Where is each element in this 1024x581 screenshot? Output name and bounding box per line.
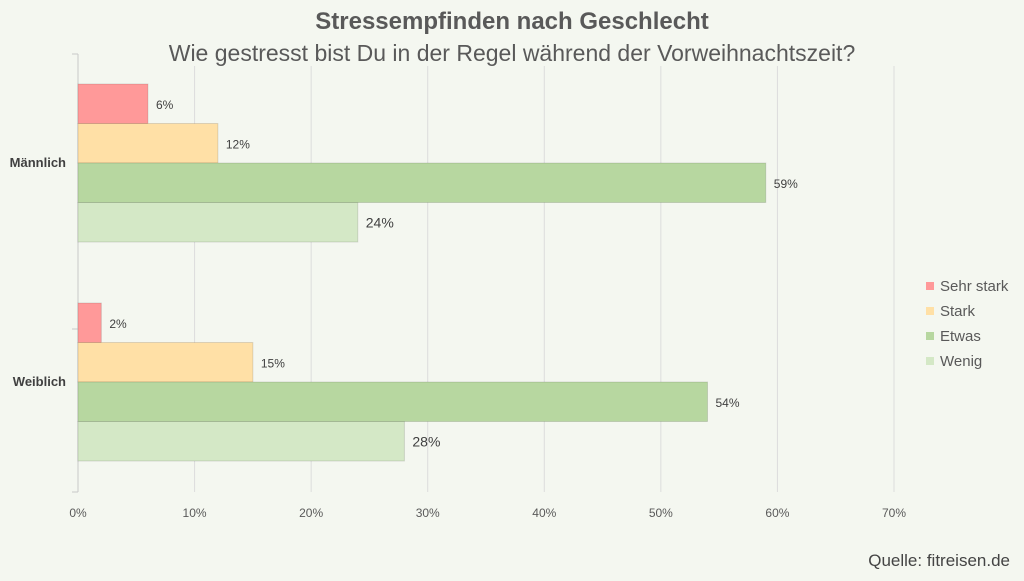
x-tick-label: 60% [765,506,789,520]
data-label: 54% [715,396,739,410]
x-tick-label: 40% [532,506,556,520]
legend-label: Wenig [940,353,982,370]
bar [77,123,219,164]
x-tick-label: 20% [299,506,323,520]
x-tick-label: 30% [416,506,440,520]
legend-swatch [926,307,934,315]
chart-subtitle: Wie gestresst bist Du in der Regel währe… [168,40,856,66]
legend-label: Sehr stark [940,278,1009,295]
data-label: 24% [366,214,394,230]
x-tick-label: 0% [69,506,87,520]
source-note: Quelle: fitreisen.de [868,551,1010,570]
data-label: 15% [261,356,285,370]
data-label: 2% [109,317,127,331]
category-label: Weiblich [13,374,66,389]
data-label: 59% [774,177,798,191]
legend-swatch [926,332,934,340]
chart-title: Stressempfinden nach Geschlecht [315,8,709,35]
legend-label: Etwas [940,328,981,345]
data-label: 6% [156,98,174,112]
legend-swatch [926,282,934,290]
bar [77,342,254,383]
legend-swatch [926,357,934,365]
bar [77,202,359,243]
bar [77,302,102,343]
legend-label: Stark [940,303,976,320]
category-label: Männlich [10,155,66,170]
x-tick-label: 70% [882,506,906,520]
bar [77,83,149,124]
bar [77,421,405,462]
data-label: 12% [226,137,250,151]
x-tick-label: 10% [183,506,207,520]
data-label: 28% [412,433,440,449]
bar [77,381,708,422]
x-tick-label: 50% [649,506,673,520]
bar [77,162,767,203]
